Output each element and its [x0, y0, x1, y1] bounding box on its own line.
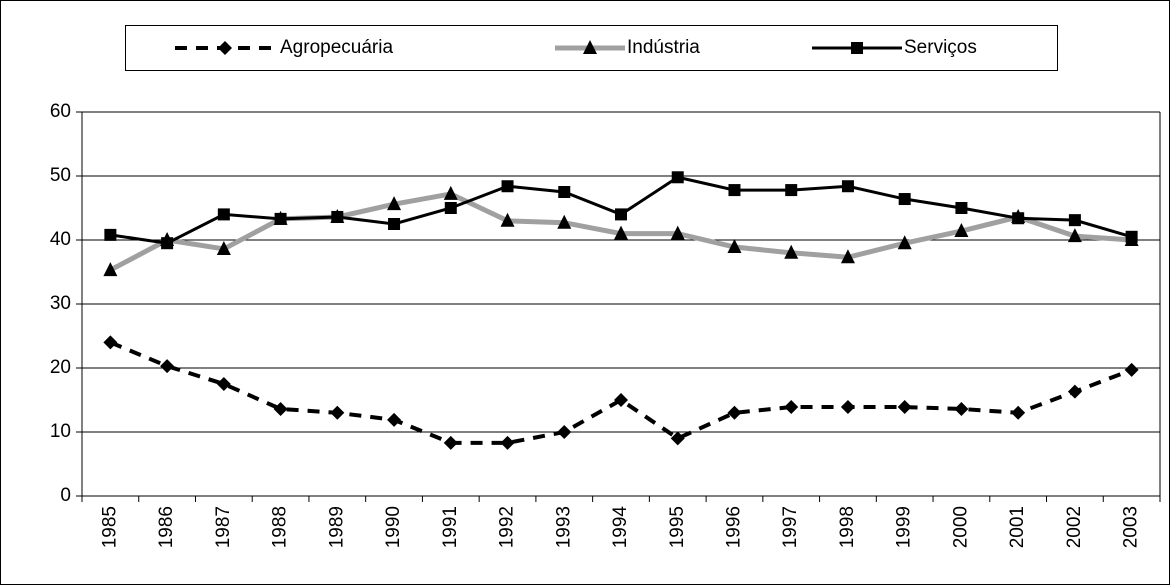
- data-point: [1068, 214, 1081, 227]
- x-tick-label: 1995: [667, 506, 688, 548]
- data-point: [217, 208, 230, 221]
- data-point: [273, 401, 288, 416]
- data-point: [216, 377, 231, 391]
- data-point: [443, 435, 458, 450]
- x-tick-label: 1993: [553, 506, 574, 548]
- data-point: [1012, 212, 1025, 225]
- data-point: [955, 202, 968, 214]
- x-tick-label: 1992: [497, 506, 518, 548]
- data-point: [671, 171, 684, 184]
- data-point: [1067, 384, 1082, 399]
- legend-label: Serviços: [904, 37, 977, 58]
- data-point: [104, 228, 117, 241]
- data-point: [784, 244, 799, 259]
- x-tick-label: 1989: [326, 506, 347, 548]
- y-tick-label: 30: [50, 293, 71, 314]
- data-point: [500, 212, 515, 227]
- data-point: [557, 425, 572, 439]
- data-point: [443, 185, 458, 200]
- legend-label: Agropecuária: [280, 37, 393, 58]
- data-point: [728, 184, 741, 197]
- data-point: [160, 359, 175, 374]
- data-point: [670, 225, 685, 240]
- data-point: [558, 186, 571, 198]
- data-point: [500, 435, 515, 450]
- legend-label: Indústria: [627, 37, 700, 58]
- x-tick-label: 1996: [723, 506, 744, 548]
- data-point: [784, 400, 799, 415]
- data-point: [103, 335, 118, 350]
- y-tick-label: 20: [50, 357, 71, 378]
- legend-marker: [583, 40, 597, 54]
- data-point: [330, 405, 345, 420]
- x-tick-label: 1990: [383, 506, 404, 548]
- data-point: [1067, 228, 1082, 243]
- data-point: [670, 431, 685, 446]
- data-point: [727, 239, 742, 254]
- data-point: [954, 223, 969, 238]
- data-point: [727, 405, 742, 420]
- x-tick-label: 1985: [99, 506, 120, 548]
- y-tick-label: 10: [50, 421, 71, 442]
- data-point: [785, 184, 798, 197]
- data-point: [387, 412, 402, 427]
- data-point: [216, 240, 231, 255]
- legend-marker: [851, 42, 863, 54]
- x-tick-label: 1986: [156, 506, 177, 548]
- x-tick-label: 2002: [1064, 506, 1085, 548]
- y-tick-label: 40: [50, 229, 71, 250]
- legend-marker: [218, 41, 232, 55]
- data-point: [444, 202, 457, 214]
- y-tick-label: 60: [50, 101, 71, 122]
- data-point: [274, 212, 287, 225]
- data-point: [388, 218, 401, 230]
- data-point: [897, 400, 912, 415]
- x-tick-label: 2000: [950, 506, 971, 548]
- x-tick-label: 1997: [780, 506, 801, 548]
- data-point: [557, 214, 572, 229]
- x-tick-label: 1988: [270, 506, 291, 548]
- x-tick-label: 1999: [894, 506, 915, 548]
- x-tick-label: 1987: [213, 506, 234, 548]
- x-tick-label: 2001: [1007, 506, 1028, 548]
- data-point: [615, 208, 627, 221]
- data-point: [840, 400, 855, 415]
- data-point: [614, 393, 628, 407]
- x-tick-label: 2003: [1121, 506, 1142, 548]
- y-tick-label: 0: [60, 485, 71, 506]
- data-point: [954, 401, 969, 416]
- data-point: [1011, 405, 1026, 420]
- data-point: [897, 235, 912, 250]
- x-tick-label: 1991: [440, 506, 461, 548]
- data-point: [501, 180, 514, 193]
- data-point: [614, 225, 628, 240]
- data-point: [1125, 230, 1138, 243]
- y-tick-label: 50: [50, 165, 71, 186]
- data-point: [1124, 362, 1139, 377]
- x-tick-label: 1998: [837, 506, 858, 548]
- data-point: [103, 262, 118, 277]
- x-tick-label: 1994: [610, 506, 631, 549]
- data-point: [161, 237, 174, 250]
- data-point: [387, 196, 402, 211]
- data-point: [840, 249, 855, 264]
- data-point: [331, 210, 344, 223]
- data-point: [898, 193, 911, 206]
- data-point: [841, 180, 854, 193]
